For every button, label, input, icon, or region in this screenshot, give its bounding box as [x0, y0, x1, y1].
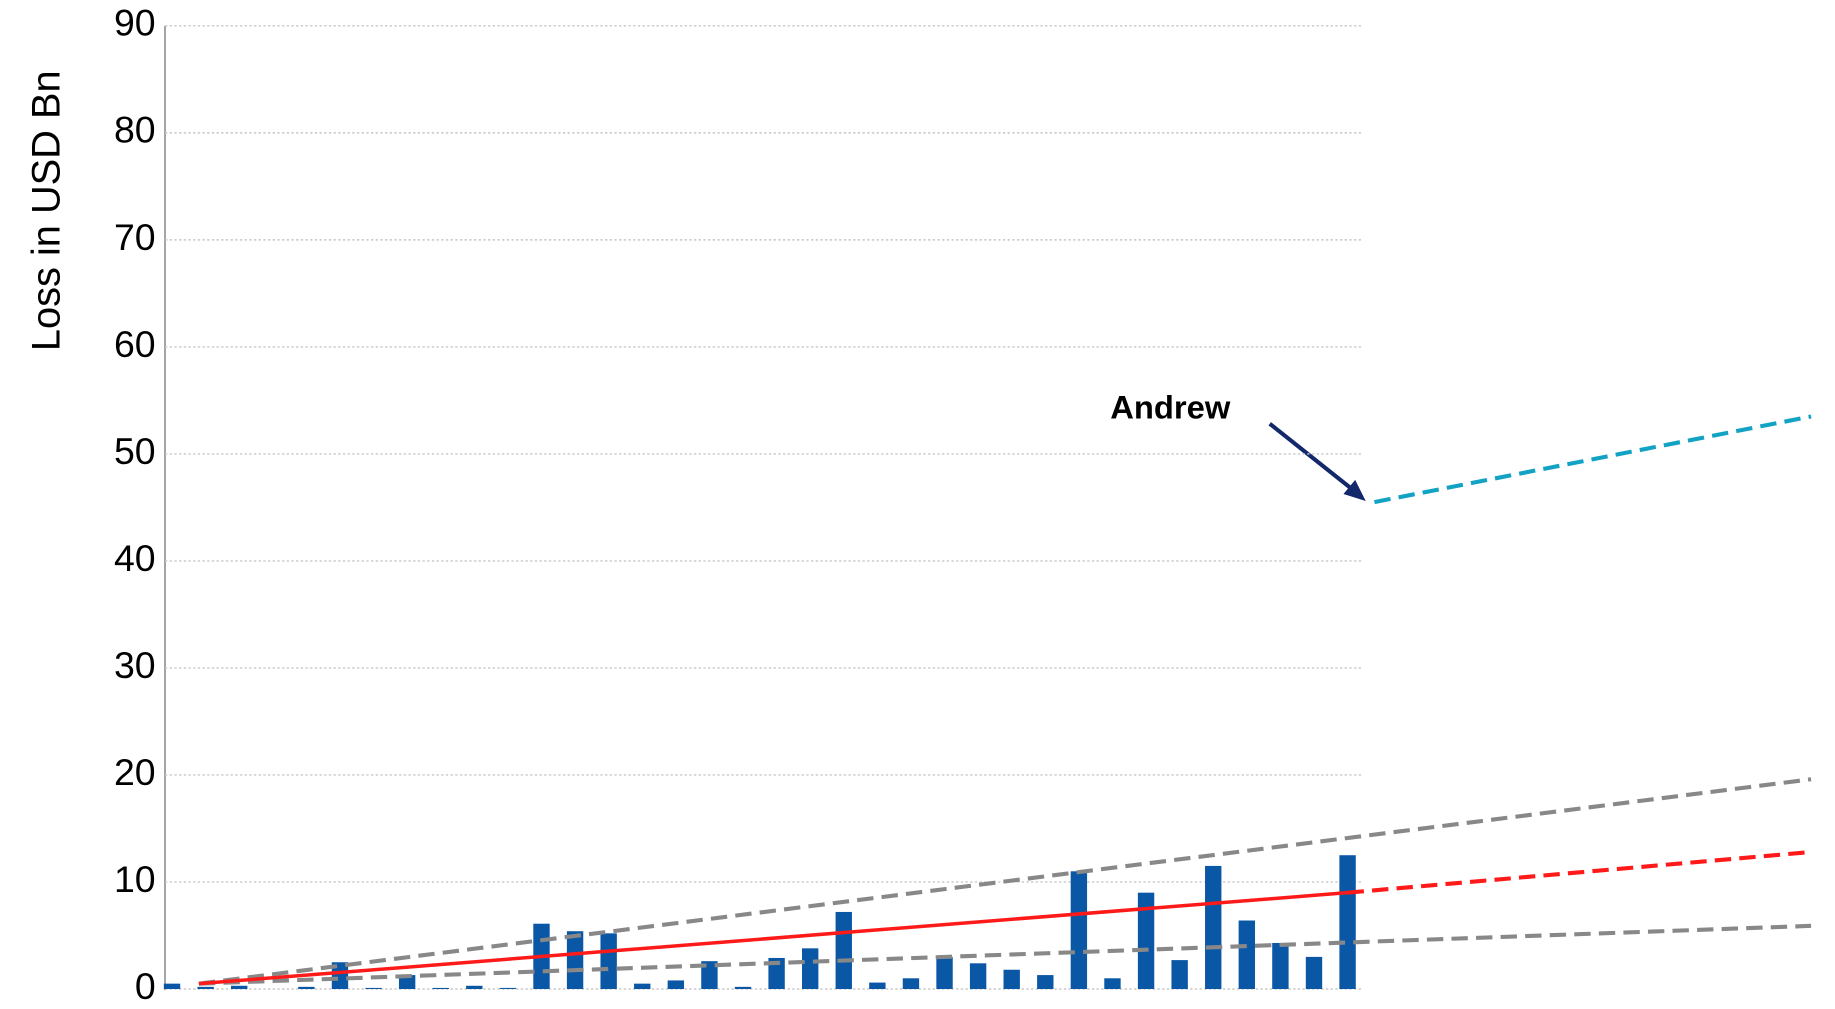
bar: [499, 987, 517, 989]
bar: [1003, 969, 1020, 989]
bar: [701, 961, 718, 989]
bar: [600, 933, 617, 989]
y-tick-label: 40: [114, 537, 156, 579]
y-tick-label: 60: [114, 323, 156, 365]
bar: [1205, 865, 1222, 989]
bar: [1305, 956, 1323, 989]
bar: [331, 962, 349, 989]
bar: [734, 986, 752, 989]
bar: [1137, 892, 1155, 989]
y-tick-label: 10: [114, 858, 156, 900]
y-axis-label: Loss in USD Bn: [25, 70, 69, 351]
bar: [163, 983, 181, 989]
y-tick-label: 90: [114, 2, 156, 44]
trend-line: [1374, 414, 1812, 505]
bar: [1070, 871, 1088, 989]
bar: [1171, 960, 1188, 989]
bar: [1037, 975, 1054, 989]
trend-line: [1347, 849, 1812, 895]
bar: [667, 980, 685, 989]
bar: [1104, 978, 1121, 989]
bar: [365, 987, 382, 989]
y-tick-label: 50: [114, 430, 156, 472]
bar: [768, 957, 785, 989]
bar: [197, 986, 214, 989]
bar: [298, 986, 315, 989]
bar: [466, 985, 483, 989]
bar: [801, 948, 819, 989]
annotation: Andrew: [1110, 388, 1231, 425]
y-tick-label: 0: [135, 965, 156, 1007]
y-tick-label: 30: [114, 644, 156, 686]
bar: [969, 963, 987, 989]
annotation-arrow: [1268, 422, 1357, 494]
bar: [566, 931, 584, 989]
bar: [1339, 855, 1356, 989]
y-tick-label: 80: [114, 109, 156, 151]
trend-line: [198, 777, 1812, 986]
y-tick-label: 70: [114, 216, 156, 258]
bar: [1238, 920, 1256, 989]
bar: [432, 987, 449, 989]
bar: [936, 956, 953, 989]
y-tick-label: 20: [114, 751, 156, 793]
trend-line: [198, 890, 1348, 986]
bar: [835, 911, 852, 989]
bar: [231, 985, 248, 989]
bar: [634, 983, 651, 989]
bar: [902, 978, 920, 989]
bar: [1272, 942, 1289, 989]
bar: [398, 975, 416, 989]
arrow-head: [1343, 479, 1366, 501]
bar: [869, 982, 886, 989]
